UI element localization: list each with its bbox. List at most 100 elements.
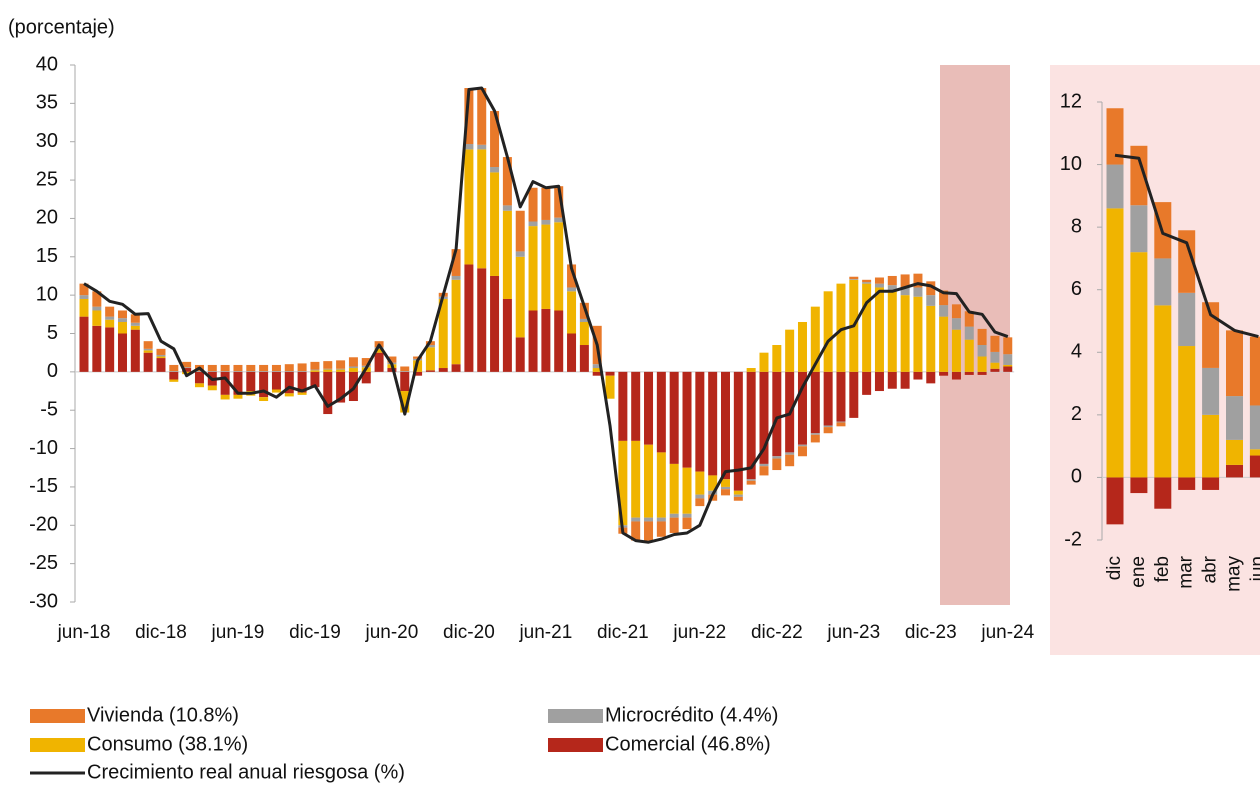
bar bbox=[874, 283, 884, 288]
bar bbox=[669, 371, 679, 464]
bar bbox=[759, 352, 769, 372]
bar bbox=[810, 371, 820, 434]
x-tick-label: dic-20 bbox=[443, 622, 495, 643]
legend-label: Microcrédito (4.4%) bbox=[605, 704, 778, 726]
bar bbox=[746, 371, 756, 480]
bar bbox=[194, 371, 204, 384]
bar bbox=[477, 149, 487, 269]
bar bbox=[169, 371, 179, 380]
bar bbox=[964, 339, 974, 372]
bar bbox=[1003, 354, 1013, 365]
bar bbox=[259, 371, 269, 398]
x-tick-label: mar bbox=[1176, 555, 1197, 588]
x-tick-label: jun-21 bbox=[518, 622, 572, 643]
bar bbox=[105, 319, 115, 328]
bar bbox=[400, 366, 410, 372]
bar bbox=[759, 371, 769, 464]
bar bbox=[926, 371, 936, 384]
bar bbox=[849, 371, 859, 418]
bar bbox=[964, 371, 974, 375]
bar bbox=[220, 364, 230, 372]
bar bbox=[451, 364, 461, 372]
bar bbox=[259, 371, 269, 372]
bar bbox=[220, 394, 230, 400]
bar bbox=[502, 210, 512, 299]
bar bbox=[284, 393, 294, 397]
bar bbox=[695, 494, 705, 499]
bar bbox=[233, 394, 243, 399]
x-tick-label: abr bbox=[1200, 555, 1221, 583]
bar bbox=[130, 322, 140, 326]
y-tick-label: 40 bbox=[36, 53, 58, 75]
bar bbox=[964, 326, 974, 340]
bar bbox=[528, 226, 538, 311]
bar bbox=[284, 371, 294, 394]
y-tick-label: 10 bbox=[1060, 153, 1082, 175]
bar bbox=[772, 371, 782, 457]
bar bbox=[810, 306, 820, 372]
bar bbox=[708, 371, 718, 476]
bar bbox=[233, 371, 243, 395]
bar bbox=[631, 517, 641, 522]
x-tick-label: jun-23 bbox=[826, 622, 880, 643]
bar bbox=[541, 308, 551, 372]
legend-swatch bbox=[30, 709, 85, 723]
bar bbox=[143, 350, 153, 353]
y-tick-label: 2 bbox=[1071, 403, 1082, 425]
bar bbox=[618, 371, 628, 441]
bar bbox=[1178, 230, 1196, 293]
bar bbox=[246, 364, 256, 372]
legend-label: Comercial (46.8%) bbox=[605, 733, 771, 755]
bar bbox=[1249, 449, 1260, 456]
bar bbox=[1202, 477, 1220, 490]
bar bbox=[425, 370, 435, 372]
y-tick-label: 0 bbox=[47, 360, 58, 382]
bar bbox=[541, 187, 551, 220]
bar bbox=[156, 358, 166, 372]
bar bbox=[182, 368, 192, 372]
bar bbox=[130, 325, 140, 330]
bar bbox=[464, 264, 474, 372]
bar bbox=[849, 276, 859, 280]
bar bbox=[939, 316, 949, 372]
bar bbox=[310, 361, 320, 370]
bar bbox=[823, 425, 833, 428]
bar bbox=[874, 277, 884, 284]
bar bbox=[156, 356, 166, 359]
bar bbox=[143, 352, 153, 372]
bar bbox=[733, 371, 743, 491]
bar bbox=[117, 318, 127, 322]
bar bbox=[874, 371, 884, 392]
bar bbox=[246, 371, 256, 372]
bar bbox=[143, 348, 153, 351]
bar bbox=[862, 371, 872, 395]
bar bbox=[79, 295, 89, 299]
bar bbox=[1106, 108, 1124, 165]
bar bbox=[554, 310, 564, 372]
x-tick-label: jun-24 bbox=[980, 622, 1034, 643]
bar bbox=[413, 371, 423, 376]
bar bbox=[887, 371, 897, 389]
bar bbox=[515, 251, 525, 257]
y-tick-label: 10 bbox=[36, 283, 58, 305]
bar bbox=[1106, 208, 1124, 478]
bar bbox=[464, 144, 474, 150]
bar bbox=[323, 369, 333, 372]
y-tick-label: 20 bbox=[36, 207, 58, 229]
bar bbox=[400, 371, 410, 392]
bar bbox=[1003, 364, 1013, 367]
bar bbox=[310, 369, 320, 371]
bar bbox=[644, 371, 654, 445]
bar bbox=[477, 268, 487, 372]
bar bbox=[297, 371, 307, 372]
bar bbox=[92, 306, 102, 311]
bar bbox=[348, 366, 358, 369]
bar bbox=[939, 290, 949, 306]
bar bbox=[1178, 292, 1196, 347]
bar bbox=[451, 279, 461, 365]
bar bbox=[477, 144, 487, 150]
bar bbox=[79, 316, 89, 372]
bar bbox=[926, 295, 936, 306]
bar bbox=[656, 371, 666, 453]
bar bbox=[708, 475, 718, 491]
